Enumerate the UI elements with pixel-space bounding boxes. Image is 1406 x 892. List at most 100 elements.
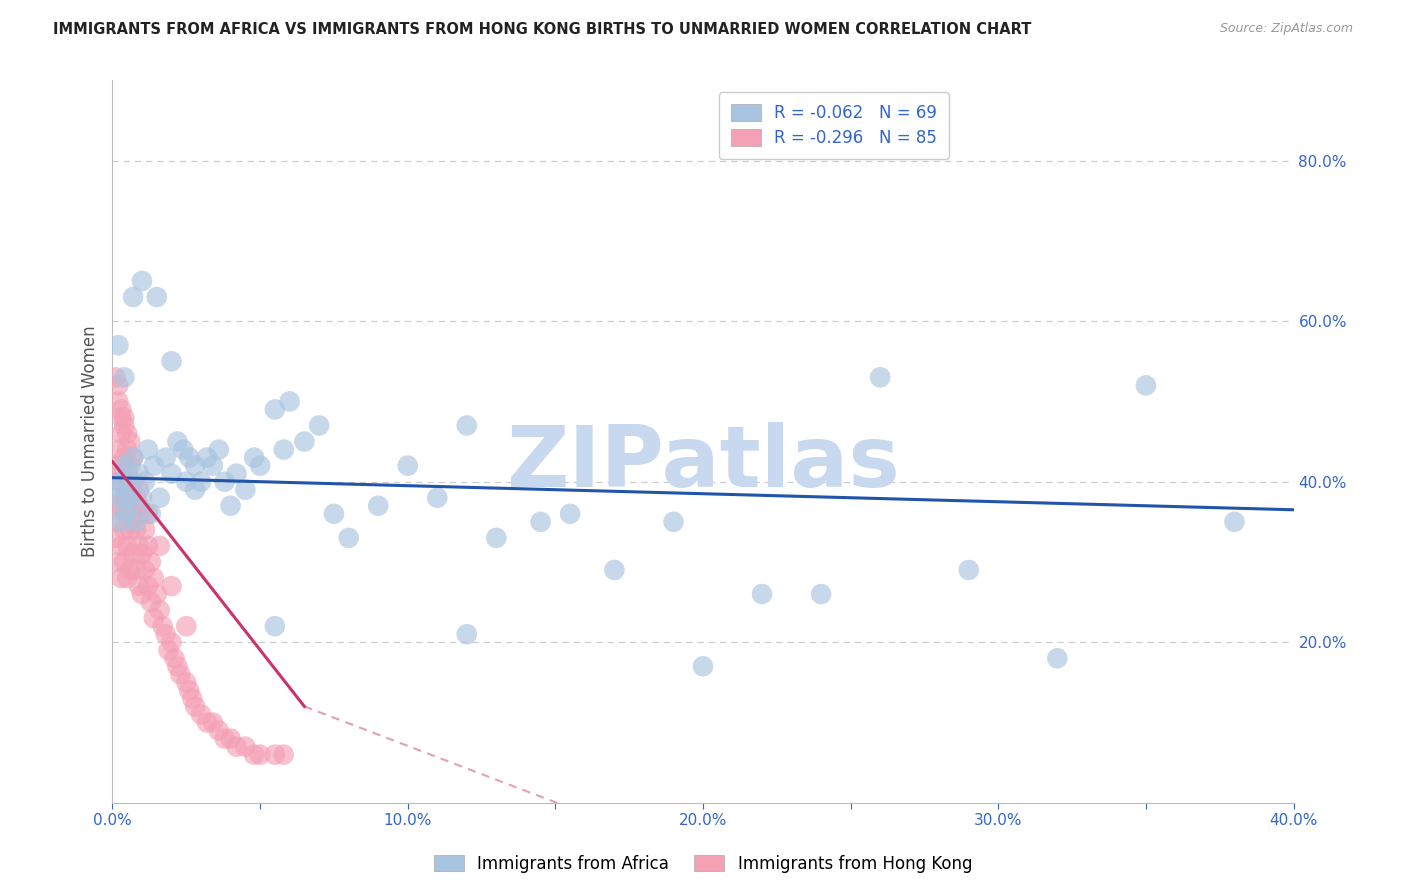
Point — [149, 491, 172, 505]
Text: ZIPatlas: ZIPatlas — [506, 422, 900, 505]
Point — [181, 691, 204, 706]
Point — [134, 563, 156, 577]
Point — [174, 475, 197, 489]
Point — [120, 434, 142, 449]
Point — [1135, 378, 1157, 392]
Point — [107, 515, 129, 529]
Point — [169, 667, 191, 681]
Point — [117, 539, 138, 553]
Point — [117, 467, 138, 481]
Point — [128, 483, 150, 497]
Point — [174, 619, 197, 633]
Point — [201, 458, 224, 473]
Point — [558, 507, 582, 521]
Legend: R = -0.062   N = 69, R = -0.296   N = 85: R = -0.062 N = 69, R = -0.296 N = 85 — [718, 92, 949, 159]
Point — [112, 555, 135, 569]
Point — [160, 635, 183, 649]
Point — [142, 458, 165, 473]
Point — [456, 627, 478, 641]
Point — [122, 290, 145, 304]
Point — [110, 539, 132, 553]
Point — [160, 354, 183, 368]
Point — [233, 739, 256, 754]
Point — [117, 442, 138, 457]
Point — [117, 507, 138, 521]
Point — [529, 515, 551, 529]
Point — [219, 499, 242, 513]
Point — [190, 475, 212, 489]
Point — [166, 434, 188, 449]
Point — [160, 467, 183, 481]
Point — [157, 643, 180, 657]
Point — [110, 426, 132, 441]
Point — [219, 731, 242, 746]
Point — [107, 338, 129, 352]
Point — [117, 475, 138, 489]
Point — [110, 475, 132, 489]
Point — [112, 450, 135, 465]
Point — [1046, 651, 1069, 665]
Point — [134, 523, 156, 537]
Point — [337, 531, 360, 545]
Point — [155, 450, 177, 465]
Point — [201, 715, 224, 730]
Point — [112, 410, 135, 425]
Point — [136, 442, 159, 457]
Point — [160, 579, 183, 593]
Text: IMMIGRANTS FROM AFRICA VS IMMIGRANTS FROM HONG KONG BIRTHS TO UNMARRIED WOMEN CO: IMMIGRANTS FROM AFRICA VS IMMIGRANTS FRO… — [53, 22, 1032, 37]
Point — [104, 370, 127, 384]
Point — [120, 499, 142, 513]
Point — [122, 547, 145, 561]
Point — [128, 539, 150, 553]
Legend: Immigrants from Africa, Immigrants from Hong Kong: Immigrants from Africa, Immigrants from … — [427, 848, 979, 880]
Point — [107, 442, 129, 457]
Point — [214, 731, 236, 746]
Point — [869, 370, 891, 384]
Point — [278, 394, 301, 409]
Point — [166, 659, 188, 673]
Point — [308, 418, 330, 433]
Point — [273, 747, 295, 762]
Point — [426, 491, 449, 505]
Point — [208, 442, 231, 457]
Point — [107, 491, 129, 505]
Point — [264, 747, 287, 762]
Point — [155, 627, 177, 641]
Point — [128, 579, 150, 593]
Point — [172, 442, 194, 457]
Point — [110, 467, 132, 481]
Point — [112, 523, 135, 537]
Point — [122, 507, 145, 521]
Point — [184, 483, 207, 497]
Point — [184, 699, 207, 714]
Point — [367, 499, 389, 513]
Point — [243, 450, 266, 465]
Point — [112, 418, 135, 433]
Point — [142, 571, 165, 585]
Point — [396, 458, 419, 473]
Point — [149, 603, 172, 617]
Point — [179, 683, 201, 698]
Point — [146, 290, 169, 304]
Point — [957, 563, 980, 577]
Point — [152, 619, 174, 633]
Point — [662, 515, 685, 529]
Point — [122, 450, 145, 465]
Point — [120, 523, 142, 537]
Point — [104, 531, 127, 545]
Point — [107, 475, 129, 489]
Point — [110, 402, 132, 417]
Point — [273, 442, 295, 457]
Point — [603, 563, 626, 577]
Point — [184, 458, 207, 473]
Point — [104, 478, 127, 492]
Point — [243, 747, 266, 762]
Point — [122, 450, 145, 465]
Point — [131, 507, 153, 521]
Point — [190, 707, 212, 722]
Point — [751, 587, 773, 601]
Point — [110, 515, 132, 529]
Y-axis label: Births to Unmarried Women: Births to Unmarried Women — [80, 326, 98, 558]
Point — [110, 410, 132, 425]
Point — [107, 378, 129, 392]
